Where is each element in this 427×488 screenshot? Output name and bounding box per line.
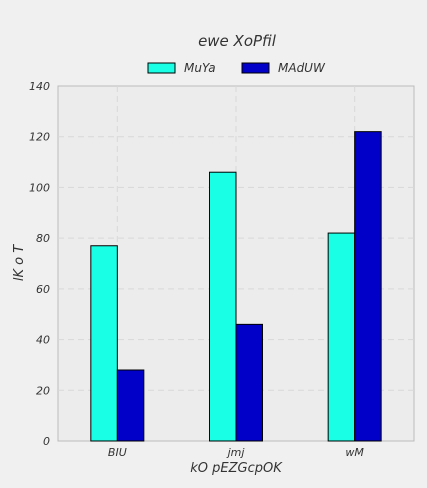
x-axis-ticks: BIU jmj wM [108,446,365,459]
y-tick-label: 140 [29,80,50,93]
y-tick-label: 80 [36,232,50,245]
y-tick-label: 20 [36,384,50,397]
x-tick-label: wM [345,446,364,459]
bars [90,131,382,442]
legend: MuYa MAdUW [147,61,326,75]
bar-series-1-BIU [90,245,118,442]
y-tick-label: 100 [29,181,50,194]
bar-series-2-wM [354,131,382,442]
chart-title: ewe XoPfil [198,32,277,50]
bar-series-1-wM [327,232,356,442]
y-tick-label: 0 [43,435,50,448]
bar-series-2-BIU [116,369,145,442]
legend-label-series-2: MAdUW [278,61,326,75]
legend-swatch-series-2 [241,62,270,74]
x-tick-label: jmj [226,446,246,459]
legend-label-series-1: MuYa [184,61,216,75]
bar-series-1-jmj [209,171,237,442]
y-tick-label: 40 [36,334,50,347]
y-tick-label: 60 [36,283,50,296]
bar-series-2-jmj [235,323,263,442]
y-axis-ticks: 0 20 40 60 80 100 120 140 [29,80,50,448]
x-tick-label: BIU [108,446,127,459]
x-axis-label: kO pEZGcpOK [190,461,283,476]
legend-swatch-series-1 [147,62,176,74]
y-tick-label: 120 [29,131,50,144]
y-axis-label: lK o T [12,244,27,281]
